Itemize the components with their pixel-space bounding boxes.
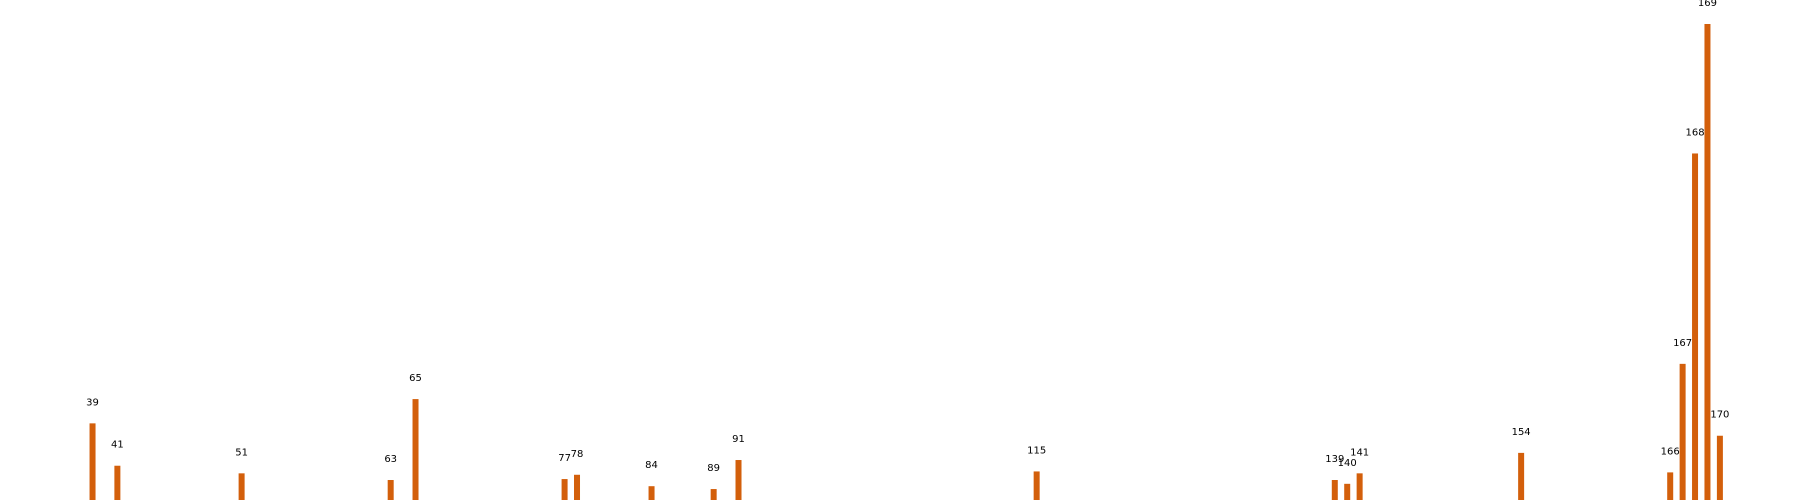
bar-label-168: 168 — [1685, 127, 1704, 138]
bar-label-78: 78 — [571, 449, 584, 460]
bar-167 — [1679, 363, 1686, 500]
bars-layer — [89, 24, 1723, 500]
bar-label-77: 77 — [558, 453, 571, 464]
bar-label-115: 115 — [1027, 445, 1046, 456]
bar-label-89: 89 — [707, 463, 720, 474]
bar-label-141: 141 — [1350, 447, 1369, 458]
bar-154 — [1518, 452, 1525, 500]
bar-label-91: 91 — [732, 434, 745, 445]
bar-166 — [1667, 472, 1674, 500]
bar-label-39: 39 — [86, 397, 99, 408]
bar-label-84: 84 — [645, 460, 658, 471]
bar-84 — [648, 486, 655, 500]
bar-169 — [1704, 24, 1711, 500]
bar-label-51: 51 — [235, 447, 248, 458]
bar-170 — [1716, 435, 1723, 500]
bar-63 — [387, 480, 394, 500]
bar-label-169: 169 — [1698, 0, 1717, 9]
bar-91 — [735, 460, 742, 500]
bar-label-65: 65 — [409, 373, 422, 384]
bar-65 — [412, 399, 419, 500]
bar-label-139: 139 — [1325, 454, 1344, 465]
bar-78 — [574, 474, 581, 500]
bar-89 — [710, 489, 717, 500]
bar-label-41: 41 — [111, 440, 124, 451]
bar-label-167: 167 — [1673, 338, 1692, 349]
bar-label-170: 170 — [1710, 410, 1729, 421]
bar-140 — [1344, 483, 1351, 500]
bar-139 — [1331, 480, 1338, 500]
bar-168 — [1692, 153, 1699, 500]
bar-label-140: 140 — [1338, 458, 1357, 469]
bar-41 — [114, 465, 121, 500]
bar-115 — [1033, 471, 1040, 500]
bar-141 — [1356, 473, 1363, 500]
bar-label-166: 166 — [1661, 446, 1680, 457]
bar-77 — [561, 479, 568, 500]
bar-51 — [238, 473, 245, 500]
bar-label-63: 63 — [384, 454, 397, 465]
bar-label-154: 154 — [1512, 427, 1531, 438]
bar-39 — [89, 423, 96, 500]
